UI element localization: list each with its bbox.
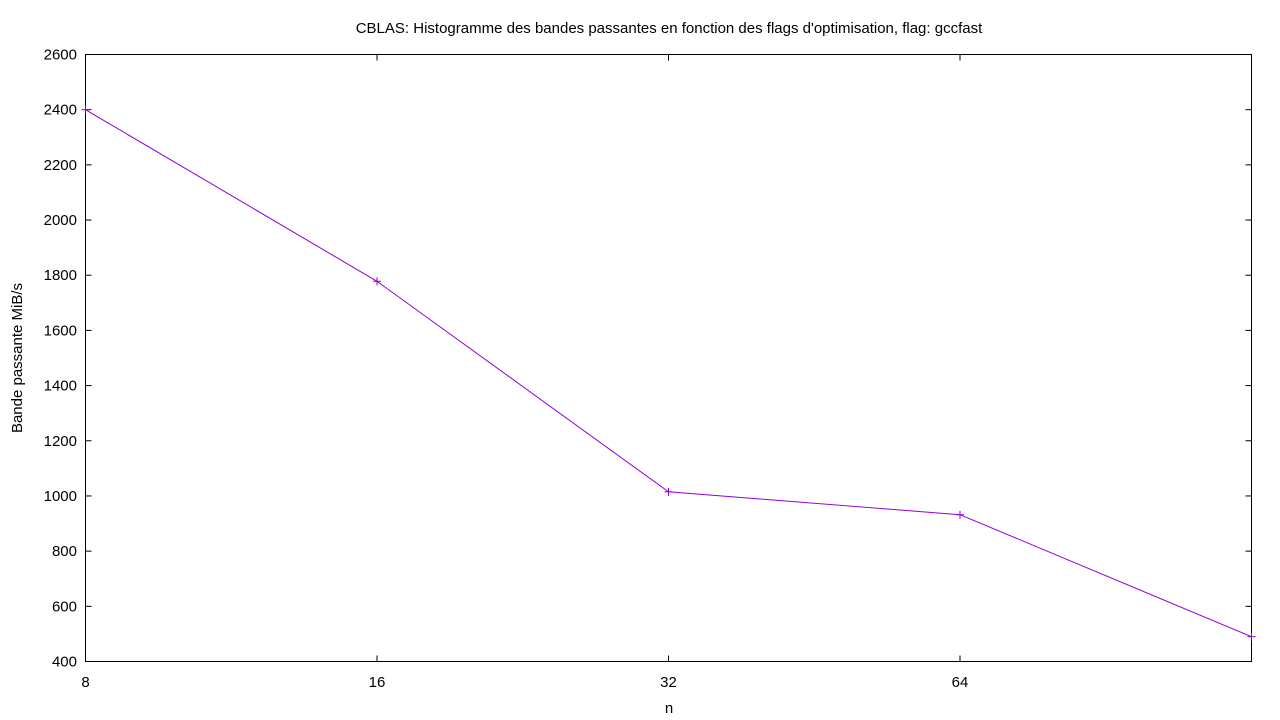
x-axis-label: n xyxy=(665,700,673,717)
y-tick-label: 2600 xyxy=(44,47,77,64)
data-point xyxy=(664,487,673,496)
series-line xyxy=(85,109,1252,638)
data-point xyxy=(373,277,381,286)
y-tick-label: 600 xyxy=(52,598,77,615)
data-point xyxy=(956,510,964,519)
chart-title: CBLAS: Histogramme des bandes passantes … xyxy=(356,20,983,37)
y-tick-labels: 400 600 800 1000 1200 1400 1600 1800 2000 2200 240… xyxy=(44,47,77,671)
x-tick-label: 32 xyxy=(660,674,677,691)
y-tick-label: 2000 xyxy=(44,212,77,229)
data-point xyxy=(81,105,90,114)
axis-ticks xyxy=(85,54,1252,662)
plot-frame xyxy=(85,54,1252,662)
x-tick-label: 64 xyxy=(952,674,969,691)
series-group xyxy=(81,105,1256,641)
y-tick-label: 1600 xyxy=(44,322,77,339)
y-tick-label: 1200 xyxy=(44,433,77,450)
y-tick-label: 400 xyxy=(52,654,77,671)
y-tick-label: 1400 xyxy=(44,378,77,395)
y-tick-label: 1800 xyxy=(44,267,77,284)
x-tick-labels: 8 16 32 64 xyxy=(81,674,968,691)
y-tick-label: 800 xyxy=(52,543,77,560)
y-tick-label: 2400 xyxy=(44,102,77,119)
y-axis-label: Bande passante MiB/s xyxy=(9,283,26,433)
x-tick-label: 16 xyxy=(369,674,386,691)
y-tick-label: 2200 xyxy=(44,157,77,174)
y-tick-label: 1000 xyxy=(44,488,77,505)
x-tick-label: 8 xyxy=(81,674,89,691)
data-point xyxy=(1247,632,1256,641)
